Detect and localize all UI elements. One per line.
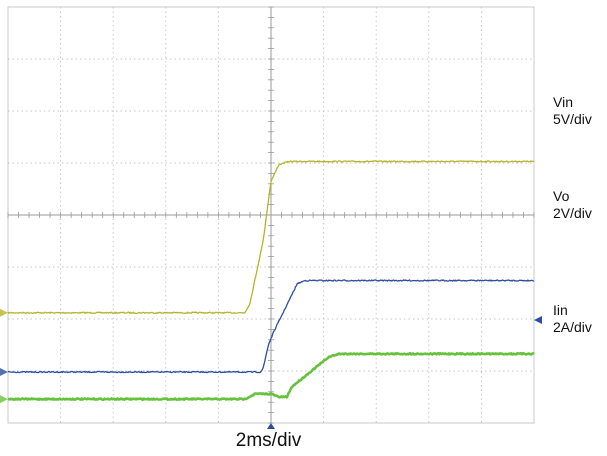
vo-trace — [7, 279, 535, 374]
vin-series-label: Vin 5V/div — [553, 94, 592, 128]
vin-scale: 5V/div — [553, 111, 592, 127]
vo-series-label: Vo 2V/div — [553, 188, 592, 222]
vin-name: Vin — [553, 94, 573, 110]
x-axis-scale-label: 2ms/div — [235, 430, 302, 451]
vo-scale: 2V/div — [553, 205, 592, 221]
iin-ground-marker — [0, 395, 8, 404]
vo-name: Vo — [553, 188, 570, 204]
trigger-position-marker — [267, 423, 275, 429]
marker-layer — [0, 308, 542, 429]
iin-series-label: Iin 2A/div — [553, 302, 592, 336]
iin-trace — [7, 351, 535, 401]
trigger-level-marker — [534, 316, 542, 325]
vo-ground-marker — [0, 368, 8, 377]
vin-ground-marker — [0, 308, 8, 317]
iin-scale: 2A/div — [553, 319, 592, 335]
graticule-grid — [7, 6, 535, 424]
iin-name: Iin — [553, 302, 568, 318]
trace-layer — [7, 160, 535, 401]
vin-trace — [7, 160, 535, 315]
